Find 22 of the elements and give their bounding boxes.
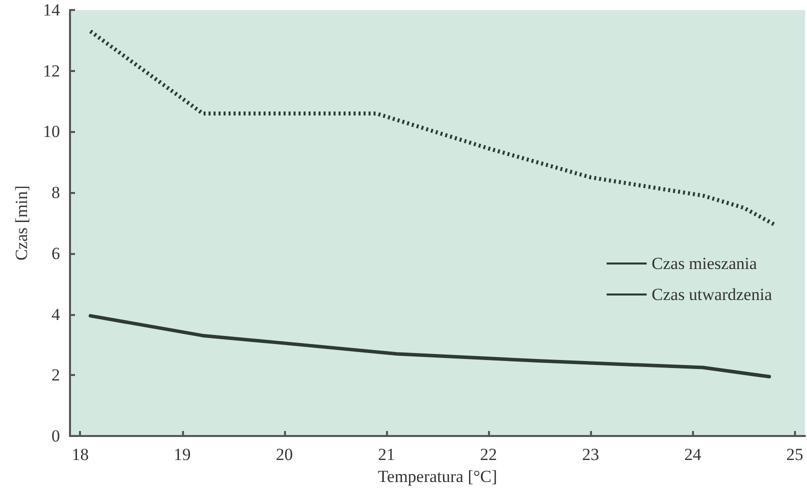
y-tick-label: 4 xyxy=(52,304,60,324)
y-tick-label: 8 xyxy=(52,183,60,202)
y-tick-label: 2 xyxy=(52,366,60,385)
y-tick-label: 0 xyxy=(52,426,60,446)
x-tick-label: 24 xyxy=(684,445,702,464)
y-tick-label: 14 xyxy=(43,0,60,20)
y-tick-label: 6 xyxy=(52,244,60,263)
y-tick-label: 10 xyxy=(43,122,60,142)
legend-label: Czas mieszania xyxy=(652,254,758,273)
line-series xyxy=(88,29,776,227)
x-tick-label: 22 xyxy=(480,445,498,464)
x-tick-label: 19 xyxy=(174,445,191,464)
y-tick-label: 12 xyxy=(43,61,60,80)
x-tick-label: 20 xyxy=(276,445,293,464)
x-tick-label: 21 xyxy=(378,445,395,464)
x-tick-label: 23 xyxy=(582,445,600,464)
y-axis-title: Czas [min] xyxy=(12,185,31,261)
x-axis-title: Temperatura [°C] xyxy=(378,466,498,486)
x-tick-label: 25 xyxy=(786,445,804,464)
legend-label: Czas utwardzenia xyxy=(652,285,772,304)
line-series xyxy=(88,314,772,378)
x-tick-label: 18 xyxy=(72,445,89,464)
